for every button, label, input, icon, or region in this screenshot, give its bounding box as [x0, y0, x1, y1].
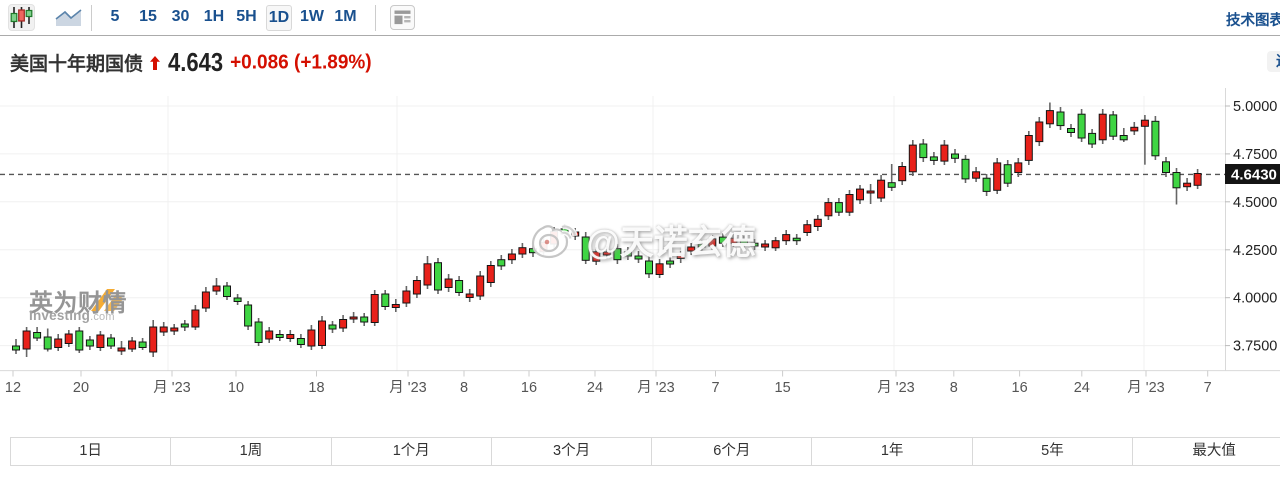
- svg-text:4.7500: 4.7500: [1233, 147, 1277, 163]
- svg-text:16: 16: [1012, 380, 1028, 396]
- svg-text:4.6430: 4.6430: [1231, 167, 1277, 184]
- svg-text:24: 24: [1074, 380, 1090, 396]
- svg-text:16: 16: [521, 380, 537, 396]
- svg-text:月 '23: 月 '23: [153, 380, 190, 396]
- svg-text:18: 18: [308, 380, 324, 396]
- svg-text:4.0000: 4.0000: [1233, 291, 1277, 307]
- svg-text:8: 8: [950, 380, 958, 396]
- svg-text:10: 10: [228, 380, 244, 396]
- svg-text:月 '23: 月 '23: [1127, 380, 1164, 396]
- svg-text:12: 12: [5, 380, 21, 396]
- svg-text:3.7500: 3.7500: [1233, 339, 1277, 355]
- svg-text:24: 24: [587, 380, 603, 396]
- svg-text:4.5000: 4.5000: [1233, 195, 1277, 211]
- svg-text:4.2500: 4.2500: [1233, 243, 1277, 259]
- svg-text:5.0000: 5.0000: [1233, 99, 1277, 115]
- svg-text:7: 7: [1204, 380, 1212, 396]
- svg-text:月 '23: 月 '23: [389, 380, 426, 396]
- svg-text:月 '23: 月 '23: [637, 380, 674, 396]
- svg-text:月 '23: 月 '23: [877, 380, 914, 396]
- svg-text:8: 8: [460, 380, 468, 396]
- svg-text:7: 7: [711, 380, 719, 396]
- svg-text:20: 20: [73, 380, 89, 396]
- svg-text:15: 15: [775, 380, 791, 396]
